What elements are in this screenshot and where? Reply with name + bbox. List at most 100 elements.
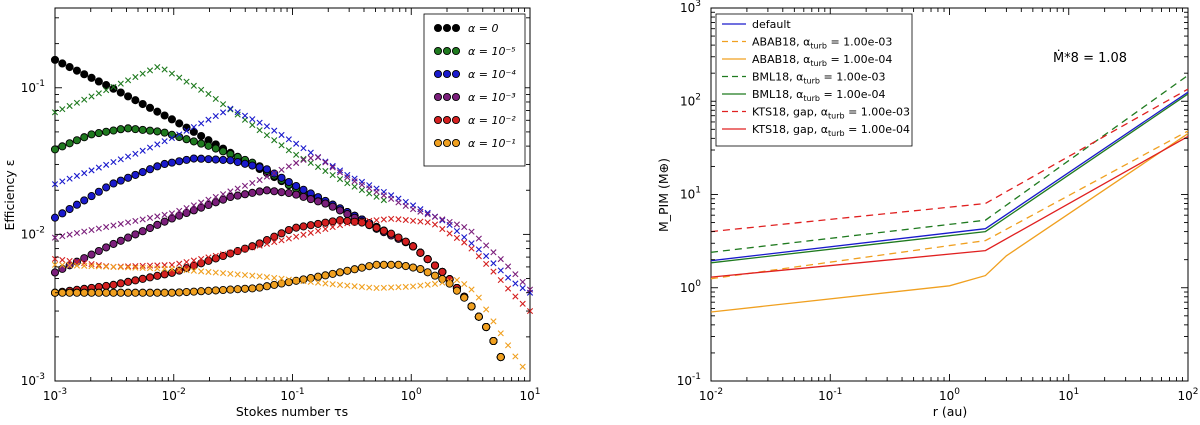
cross-10-crosses-25 [234, 109, 241, 116]
line-abab18-turb-1-00e-03 [710, 130, 1189, 280]
point-10-17 [175, 157, 184, 166]
right-legend-label-tail: = 1.00e-04 [820, 88, 885, 101]
point-0-15 [160, 111, 169, 120]
point-10-9 [116, 125, 125, 134]
cross-10-crosses-26 [241, 112, 249, 119]
point-10-22 [211, 144, 220, 153]
point-10-1 [58, 142, 67, 151]
point-10-25 [233, 285, 242, 294]
series-10-crosses [51, 215, 534, 315]
cross-10-crosses-57 [468, 240, 475, 247]
point-10-53 [438, 274, 447, 284]
point-10-18 [182, 287, 191, 297]
point-10-31 [277, 229, 286, 238]
cross-10-crosses-40 [344, 180, 351, 187]
point-10-14 [153, 271, 162, 280]
right-legend-label-main: ABAB18, α [752, 53, 810, 66]
cross-10-crosses-12 [139, 216, 146, 223]
point-10-7 [102, 288, 111, 297]
point-10-2 [65, 204, 74, 214]
cross-10-crosses-23 [219, 251, 227, 258]
cross-10-crosses-9 [117, 80, 124, 87]
left-legend-label-0: α = 0 [468, 22, 498, 35]
point-10-0 [50, 145, 60, 154]
point-10-31 [277, 188, 286, 197]
point-10-11 [131, 125, 140, 134]
cross-10-crosses-24 [227, 270, 234, 277]
cross-10-crosses-17 [176, 266, 183, 273]
right-legend-label-sub: turb [803, 94, 820, 103]
cross-10-crosses-10 [124, 219, 132, 226]
cross-10-crosses-51 [424, 219, 431, 226]
point-10-21 [204, 141, 213, 150]
cross-10-crosses-58 [475, 235, 482, 242]
cross-10-crosses-15 [161, 66, 168, 73]
cross-10-crosses-22 [212, 95, 219, 103]
left-xtick-exp: 1 [535, 387, 541, 397]
cross-10-crosses-33 [293, 233, 300, 240]
cross-10-crosses-11 [132, 150, 139, 157]
cross-10-crosses-60 [490, 249, 497, 256]
cross-10-crosses-31 [278, 275, 285, 282]
point-0-7 [102, 81, 111, 90]
cross-10-crosses-46 [388, 195, 395, 202]
point-0-20 [197, 131, 206, 141]
point-10-17 [175, 211, 184, 220]
right-xtick-label-2: 100 [939, 387, 960, 403]
right-y-axis-label: M_PIM (M⊕) [656, 158, 671, 232]
point-10-52 [430, 261, 440, 270]
cross-10-crosses-10 [124, 264, 132, 271]
left-legend-marker-2-0 [433, 69, 443, 79]
cross-10-crosses-34 [300, 145, 307, 152]
cross-10-crosses-32 [285, 136, 292, 143]
point-10-16 [167, 288, 176, 297]
point-10-34 [299, 192, 308, 201]
point-0-8 [109, 84, 118, 93]
left-xtick-exp: -1 [296, 387, 305, 397]
point-0-0 [50, 55, 60, 64]
right-legend-label-sub: turb [803, 77, 820, 86]
point-0-12 [138, 99, 147, 109]
cross-10-crosses-4 [81, 170, 88, 177]
left-legend-marker-2-2 [451, 69, 461, 79]
point-0-4 [80, 70, 89, 79]
left-xtick-base: 10 [43, 389, 58, 403]
point-10-33 [292, 190, 301, 199]
cross-10-crosses-48 [402, 216, 409, 224]
cross-10-crosses-8 [110, 222, 117, 229]
cross-10-crosses-8 [110, 83, 117, 91]
cross-10-crosses-22 [212, 112, 219, 120]
cross-10-crosses-43 [366, 217, 373, 224]
point-10-27 [248, 188, 257, 197]
cross-10-crosses-55 [453, 227, 461, 235]
cross-10-crosses-31 [278, 237, 285, 244]
cross-10-crosses-17 [176, 260, 183, 267]
point-10-11 [131, 230, 140, 239]
point-0-10 [124, 92, 133, 101]
point-10-32 [284, 189, 293, 198]
cross-10-crosses-33 [293, 277, 300, 284]
cross-10-crosses-57 [468, 228, 475, 235]
right-legend-label-sub: turb [810, 42, 827, 51]
cross-10-crosses-1 [59, 256, 66, 264]
left-ytick-exp: -1 [36, 79, 45, 89]
point-10-14 [153, 288, 162, 297]
right-xtick-exp: 2 [1193, 387, 1199, 397]
cross-10-crosses-41 [351, 219, 358, 226]
point-10-1 [58, 209, 67, 218]
cross-10-crosses-56 [461, 223, 468, 231]
cross-10-crosses-6 [95, 90, 102, 97]
cross-10-crosses-12 [139, 70, 146, 77]
point-10-13 [145, 288, 155, 297]
cross-10-crosses-18 [183, 205, 190, 212]
left-legend-marker-2-1 [442, 69, 452, 79]
right-legend-label-main: ABAB18, α [752, 36, 810, 49]
point-10-23 [219, 155, 228, 164]
cross-10-crosses-36 [314, 279, 322, 286]
left-legend-label-3: α = 10⁻³ [468, 91, 516, 104]
cross-10-crosses-39 [336, 169, 344, 176]
point-10-20 [197, 139, 206, 148]
left-legend-label-4: α = 10⁻² [468, 114, 516, 127]
cross-10-crosses-62 [504, 263, 512, 270]
point-10-22 [211, 286, 220, 295]
